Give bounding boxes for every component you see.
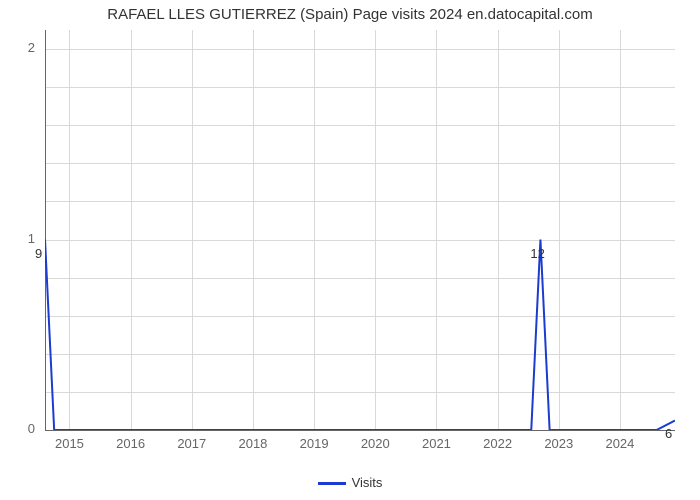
- x-tick-label: 2024: [595, 436, 645, 451]
- x-tick-label: 2018: [228, 436, 278, 451]
- chart-title: RAFAEL LLES GUTIERREZ (Spain) Page visit…: [0, 6, 700, 23]
- chart-container: { "chart": { "type": "line", "title": "R…: [0, 0, 700, 500]
- data-point-label: 6: [665, 426, 672, 441]
- data-point-label: 9: [35, 246, 42, 261]
- x-tick-label: 2016: [106, 436, 156, 451]
- legend-label: Visits: [352, 475, 383, 490]
- legend-swatch: [318, 482, 346, 485]
- legend: Visits: [0, 475, 700, 490]
- x-tick-label: 2017: [167, 436, 217, 451]
- y-tick-label: 1: [0, 231, 35, 246]
- x-tick-label: 2023: [534, 436, 584, 451]
- x-tick-label: 2021: [411, 436, 461, 451]
- x-tick-label: 2015: [44, 436, 94, 451]
- y-tick-label: 2: [0, 40, 35, 55]
- x-tick-label: 2019: [289, 436, 339, 451]
- x-tick-label: 2022: [473, 436, 523, 451]
- data-point-label: 12: [530, 246, 544, 261]
- series-line: [45, 30, 675, 430]
- y-tick-label: 0: [0, 421, 35, 436]
- x-tick-label: 2020: [350, 436, 400, 451]
- x-axis-line: [45, 430, 675, 431]
